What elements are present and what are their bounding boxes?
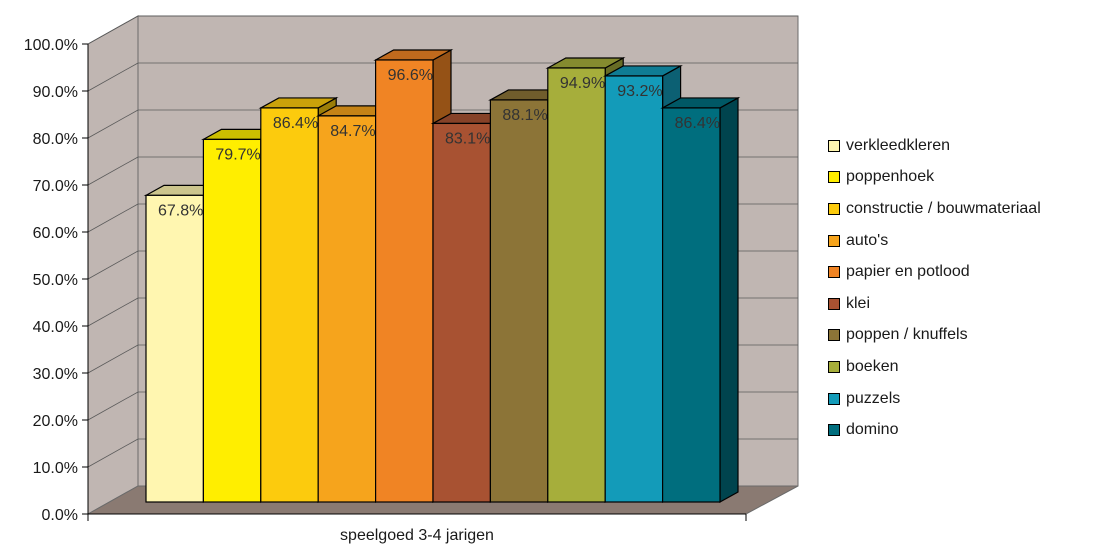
legend-swatch	[828, 234, 840, 247]
x-category-label: speelgoed 3-4 jarigen	[340, 527, 494, 544]
legend-item: puzzels	[828, 383, 1041, 415]
gridline-side	[87, 250, 139, 280]
legend-label: papier en potlood	[846, 263, 970, 281]
legend-swatch	[828, 171, 840, 184]
y-tick-label: 50.0%	[33, 272, 78, 289]
gridline-side	[87, 62, 139, 92]
legend-label: puzzels	[846, 389, 901, 407]
data-label: 94.9%	[560, 75, 605, 92]
gridline-side	[87, 109, 139, 139]
legend-label: poppen / knuffels	[846, 326, 968, 344]
legend-label: verkleedkleren	[846, 136, 951, 154]
legend-swatch	[828, 297, 840, 310]
legend-item: klei	[828, 288, 1041, 320]
legend-item: constructie / bouwmateriaal	[828, 193, 1041, 225]
legend-label: poppenhoek	[846, 168, 935, 186]
bar-front	[202, 138, 262, 503]
y-tick-label: 20.0%	[33, 413, 78, 430]
bar-front	[260, 107, 319, 503]
legend-swatch	[828, 424, 840, 437]
legend-label: constructie / bouwmateriaal	[846, 199, 1041, 217]
y-tick-label: 30.0%	[33, 366, 78, 383]
legend-item: papier en potlood	[828, 256, 1041, 288]
legend-item: domino	[828, 414, 1041, 446]
gridline-side	[87, 438, 139, 468]
gridline-side	[87, 297, 139, 327]
legend-swatch	[828, 329, 840, 342]
gridline-side	[87, 15, 139, 45]
y-tick-label: 80.0%	[33, 131, 78, 148]
data-label: 88.1%	[502, 107, 547, 124]
data-label: 86.4%	[675, 115, 720, 132]
legend-item: poppen / knuffels	[828, 320, 1041, 352]
bar-side	[719, 96, 739, 504]
legend-swatch	[828, 139, 840, 152]
data-label: 96.6%	[388, 67, 433, 84]
bar-front	[604, 75, 664, 503]
y-tick-label: 0.0%	[42, 507, 78, 524]
bar-front	[317, 115, 377, 503]
legend-label: boeken	[846, 357, 899, 375]
legend-swatch	[828, 266, 840, 279]
gridline-side	[87, 156, 139, 186]
y-tick-label: 60.0%	[33, 225, 78, 242]
legend-item: boeken	[828, 351, 1041, 383]
y-tick-label: 70.0%	[33, 178, 78, 195]
gridline-side	[87, 391, 139, 421]
bar-front	[145, 194, 205, 503]
data-label: 93.2%	[617, 83, 662, 100]
y-tick-label: 10.0%	[33, 460, 78, 477]
y-tick-label: 100.0%	[24, 37, 78, 54]
legend-label: klei	[846, 294, 871, 312]
bar-front	[489, 99, 549, 503]
bar-front	[547, 67, 606, 503]
bar-front	[375, 59, 434, 503]
legend-item: poppenhoek	[828, 162, 1041, 194]
legend-label: domino	[846, 421, 899, 439]
legend-label: auto's	[846, 231, 889, 249]
gridline-side	[87, 203, 139, 233]
y-tick-label: 90.0%	[33, 84, 78, 101]
legend-swatch	[828, 360, 840, 373]
bar-domino	[660, 96, 741, 504]
legend-item: verkleedkleren	[828, 130, 1041, 162]
legend-swatch	[828, 202, 840, 215]
gridline-side	[87, 344, 139, 374]
data-label: 67.8%	[158, 202, 203, 219]
chart-legend: verkleedkleren poppenhoek constructie / bo…	[828, 130, 1041, 446]
data-label: 79.7%	[215, 146, 260, 163]
legend-item: auto's	[828, 225, 1041, 257]
data-label: 86.4%	[273, 115, 318, 132]
bar-front	[661, 107, 721, 503]
data-label: 84.7%	[330, 123, 375, 140]
bar-front	[432, 122, 492, 503]
legend-swatch	[828, 392, 840, 405]
data-label: 83.1%	[445, 130, 490, 147]
y-tick-label: 40.0%	[33, 319, 78, 336]
